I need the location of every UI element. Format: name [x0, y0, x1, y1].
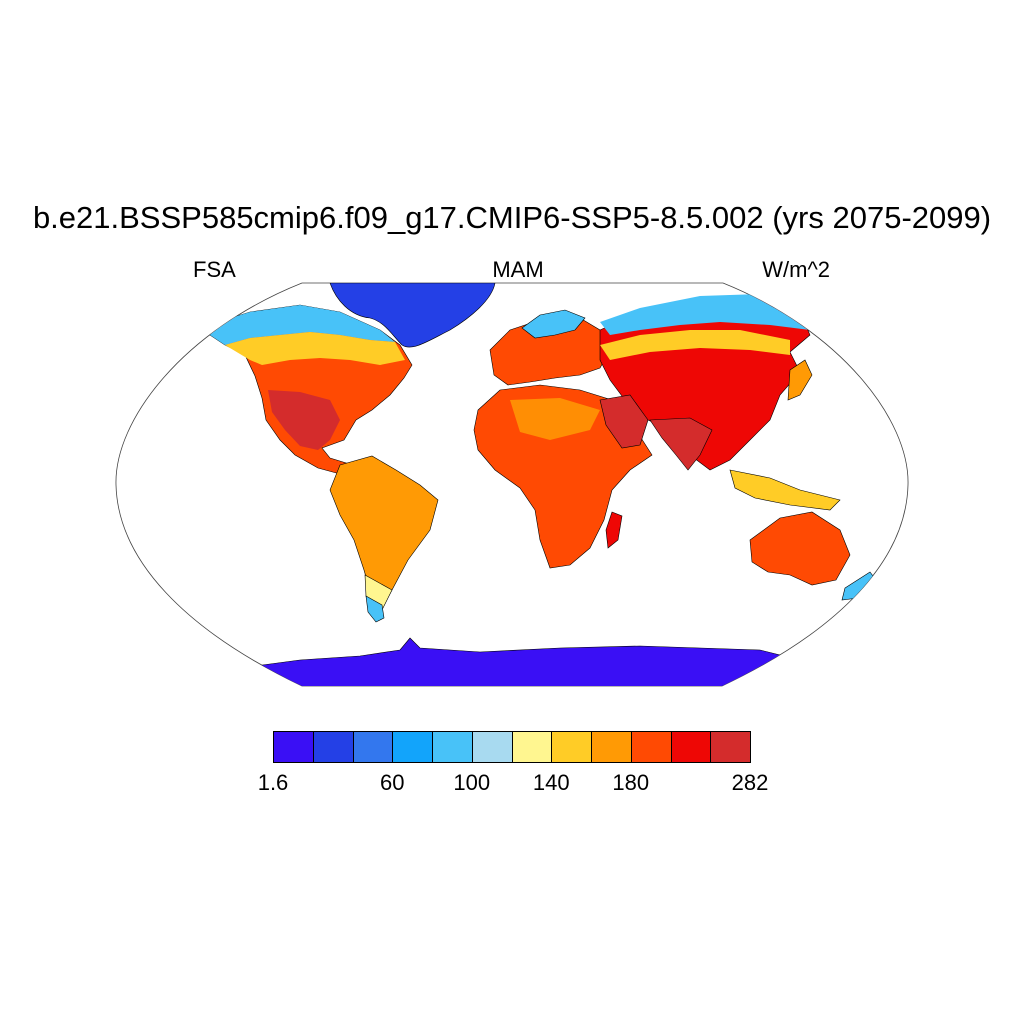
sahara-spots: [510, 398, 600, 440]
colorbar-swatch: [591, 731, 632, 763]
india: [649, 417, 713, 471]
colorbar-swatch: [471, 731, 513, 763]
colorbar-swatch: [710, 731, 751, 763]
colorbar-tick-label: 100: [453, 770, 491, 795]
greenland: [329, 283, 496, 348]
units-label: W/m^2: [762, 257, 830, 282]
plot-title: b.e21.BSSP585cmip6.f09_g17.CMIP6-SSP5-8.…: [32, 200, 992, 235]
arabia: [599, 394, 649, 449]
madagascar: [605, 511, 623, 549]
patagonia: [365, 595, 385, 623]
siberia: [600, 294, 810, 335]
colorbar-tick-label: 140: [532, 770, 570, 795]
colorbar-swatch: [551, 731, 592, 763]
season-label: MAM: [492, 257, 544, 282]
colorbar-swatch: [392, 731, 433, 763]
colorbar-swatch: [312, 731, 354, 763]
colorbar-tick-label: 60: [380, 770, 405, 795]
africa: [473, 384, 653, 569]
asia-midlat: [600, 330, 790, 360]
colorbar-swatch: [630, 731, 672, 763]
colorbar-swatch: [352, 731, 394, 763]
colorbar-tick-label: 180: [612, 770, 650, 795]
colorbar-swatch: [432, 731, 473, 763]
variable-label: FSA: [193, 257, 236, 282]
antarctica: [239, 637, 801, 686]
scandinavia: [521, 309, 586, 339]
north-america-high-lat: [210, 305, 395, 345]
japan: [787, 359, 813, 401]
colorbar-swatch: [670, 731, 712, 763]
colorbar-tick-label: 282: [731, 770, 769, 795]
se-asia-islands: [729, 469, 841, 511]
colorbar-tick-label: 1.6: [257, 770, 289, 795]
australia: [749, 511, 851, 586]
colorbar-swatch: [273, 731, 314, 763]
mexico-region: [268, 390, 340, 450]
colorbar-swatch: [511, 731, 553, 763]
north-america-mid-lat: [225, 332, 405, 365]
